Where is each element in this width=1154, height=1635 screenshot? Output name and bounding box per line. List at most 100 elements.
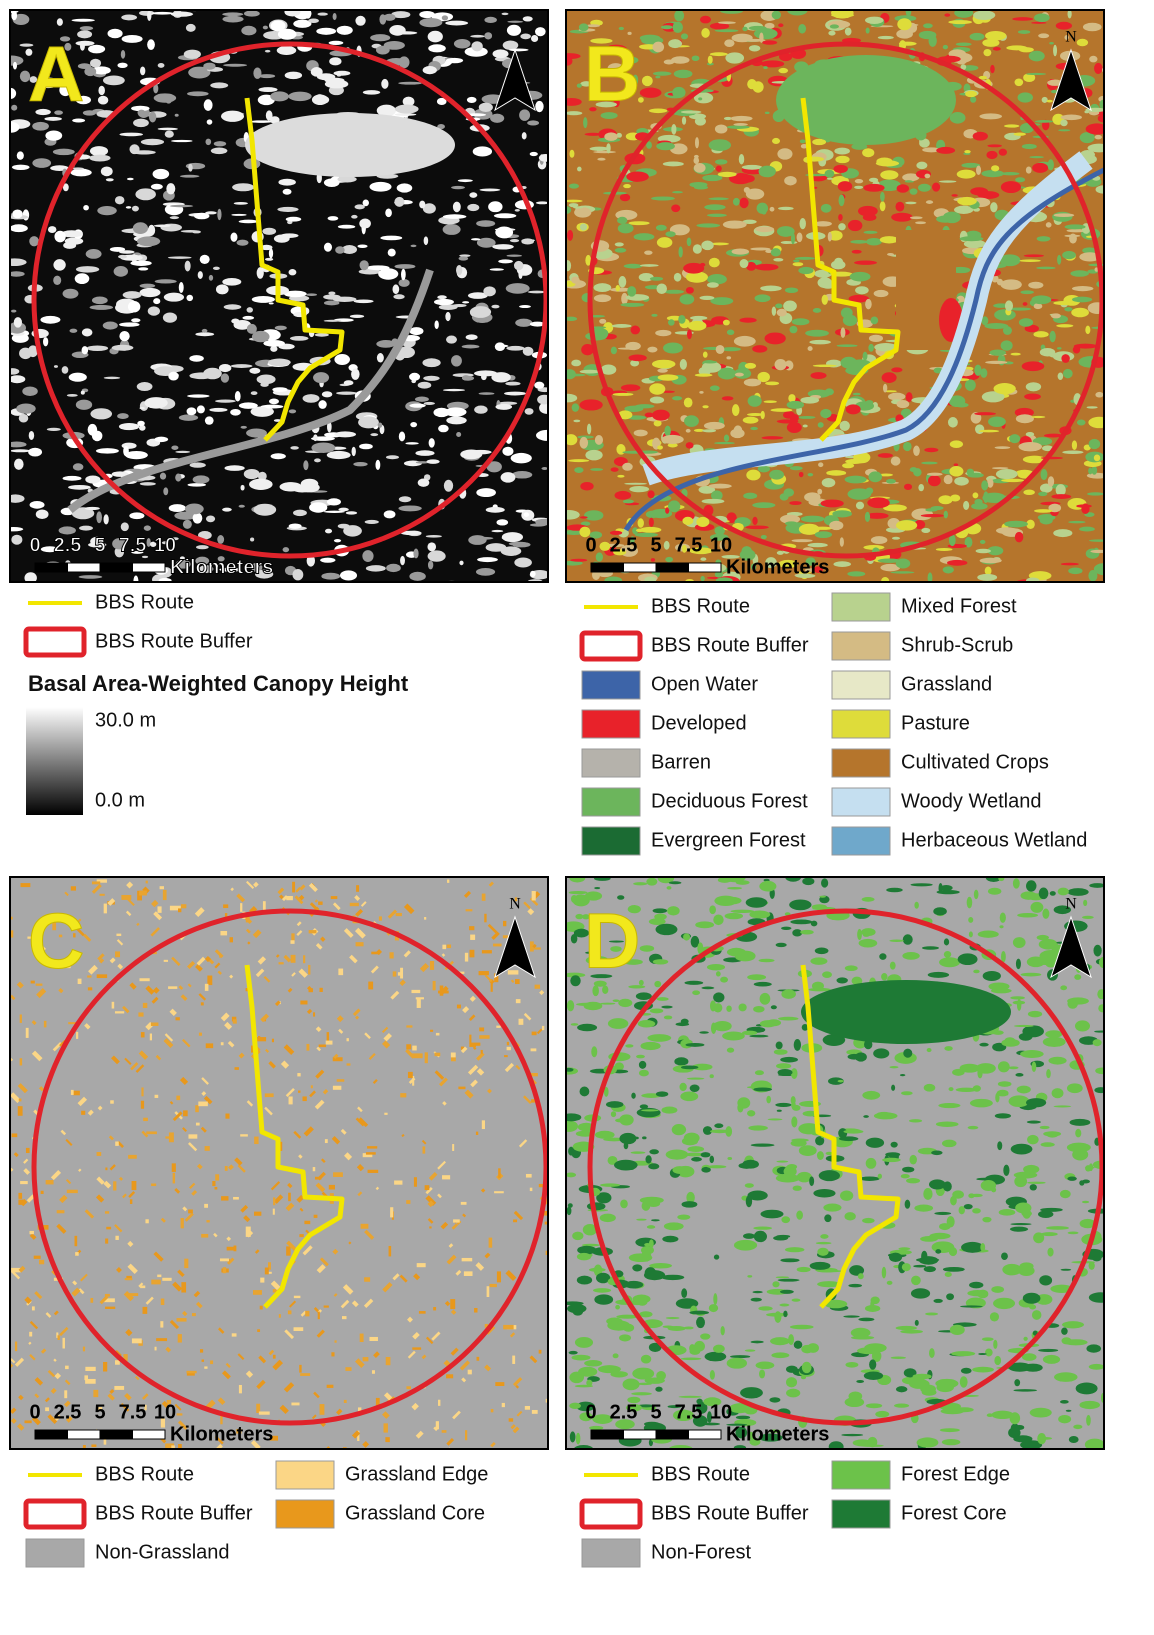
legend-label: BBS Route [651, 595, 750, 617]
north-label: N [1065, 29, 1077, 46]
land-cover-patch [852, 1439, 873, 1447]
land-cover-patch [1079, 526, 1095, 532]
map-frame [565, 876, 1105, 1450]
land-cover-patch [918, 483, 925, 492]
land-cover-patch [406, 1200, 411, 1204]
land-cover-patch [10, 121, 20, 133]
land-cover-patch [868, 343, 874, 352]
land-cover-patch [820, 408, 832, 419]
land-cover-patch [308, 18, 319, 24]
land-cover-patch [269, 116, 280, 124]
land-cover-patch [703, 421, 725, 430]
land-cover-patch [481, 950, 492, 954]
land-cover-patch [65, 1365, 69, 1370]
land-cover-patch [446, 944, 452, 949]
land-cover-patch [90, 1297, 94, 1303]
land-cover-patch [778, 559, 798, 568]
land-cover-patch [105, 178, 114, 182]
land-cover-patch [97, 95, 109, 105]
land-cover-patch [999, 254, 1021, 267]
land-cover-patch [1010, 1143, 1033, 1155]
land-cover-patch [375, 949, 383, 956]
land-cover-patch [592, 1414, 613, 1424]
land-cover-patch [264, 1093, 274, 1098]
land-cover-patch [789, 899, 812, 911]
land-cover-patch [215, 399, 236, 403]
bbs-route [244, 964, 345, 1309]
land-cover-patch [734, 372, 744, 377]
land-cover-patch [423, 401, 435, 405]
land-cover-patch [1091, 466, 1098, 475]
land-cover-patch [42, 337, 49, 347]
land-cover-patch [848, 1391, 863, 1401]
land-cover-patch [1029, 1184, 1037, 1191]
land-cover-patch [342, 1316, 347, 1320]
land-cover-patch [657, 368, 668, 373]
land-cover-patch [621, 292, 628, 305]
legend-label: Forest Edge [901, 1463, 1010, 1485]
land-cover-patch [246, 307, 253, 313]
land-cover-patch [536, 429, 548, 441]
land-cover-patch [421, 1139, 427, 1145]
land-cover-patch [929, 1348, 935, 1358]
land-cover-patch [215, 1174, 220, 1181]
land-cover-patch [981, 316, 989, 326]
land-cover-patch [199, 254, 210, 265]
land-cover-patch [501, 12, 509, 16]
land-cover-patch [479, 1027, 485, 1032]
land-cover-patch [849, 271, 871, 282]
land-cover-patch [109, 957, 116, 964]
land-cover-patch [250, 391, 258, 395]
land-cover-patch [809, 1261, 831, 1270]
land-cover-patch [1016, 999, 1022, 1011]
land-cover-patch [415, 461, 429, 464]
land-cover-patch [182, 1127, 188, 1133]
land-cover-patch [29, 500, 45, 509]
land-cover-patch [127, 1263, 138, 1275]
land-cover-patch [501, 532, 523, 543]
land-cover-patch [665, 231, 676, 237]
land-cover-patch [96, 974, 108, 979]
land-cover-patch [877, 35, 894, 40]
land-cover-patch [841, 1433, 864, 1437]
land-cover-patch [105, 1167, 108, 1171]
land-cover-patch [1073, 343, 1098, 349]
land-cover-patch [119, 330, 130, 342]
land-cover-patch [100, 166, 113, 177]
land-cover-patch [96, 879, 107, 883]
land-cover-patch [777, 1016, 799, 1021]
land-cover-patch [685, 286, 694, 294]
land-cover-patch [192, 475, 210, 484]
land-cover-patch [686, 1191, 695, 1204]
land-cover-patch [695, 921, 715, 929]
land-cover-patch [752, 345, 768, 353]
land-cover-patch [949, 1324, 965, 1335]
land-cover-patch [691, 1063, 713, 1071]
land-cover-patch [586, 423, 592, 435]
land-cover-patch [845, 404, 861, 415]
land-cover-patch [582, 1223, 598, 1236]
land-cover-patch [11, 309, 17, 313]
land-cover-patch [600, 364, 617, 375]
land-cover-patch [753, 1230, 767, 1243]
land-cover-patch [939, 957, 961, 968]
land-cover-patch [14, 458, 24, 470]
land-cover-patch [174, 113, 179, 117]
land-cover-patch [503, 920, 507, 927]
land-cover-patch [997, 1141, 1003, 1151]
land-cover-patch [706, 62, 714, 66]
land-cover-patch [486, 461, 502, 473]
land-cover-patch [154, 436, 169, 443]
land-cover-patch [393, 294, 405, 300]
land-cover-patch [212, 266, 220, 271]
land-cover-patch [217, 208, 222, 221]
land-cover-patch [153, 83, 159, 94]
land-cover-patch [468, 535, 487, 545]
land-cover-patch [733, 335, 756, 347]
land-cover-patch [451, 1056, 456, 1062]
legend-swatch [23, 626, 87, 658]
land-cover-patch [749, 910, 771, 919]
land-cover-patch [535, 100, 544, 113]
land-cover-patch [571, 1354, 591, 1361]
land-cover-patch [993, 383, 1016, 395]
